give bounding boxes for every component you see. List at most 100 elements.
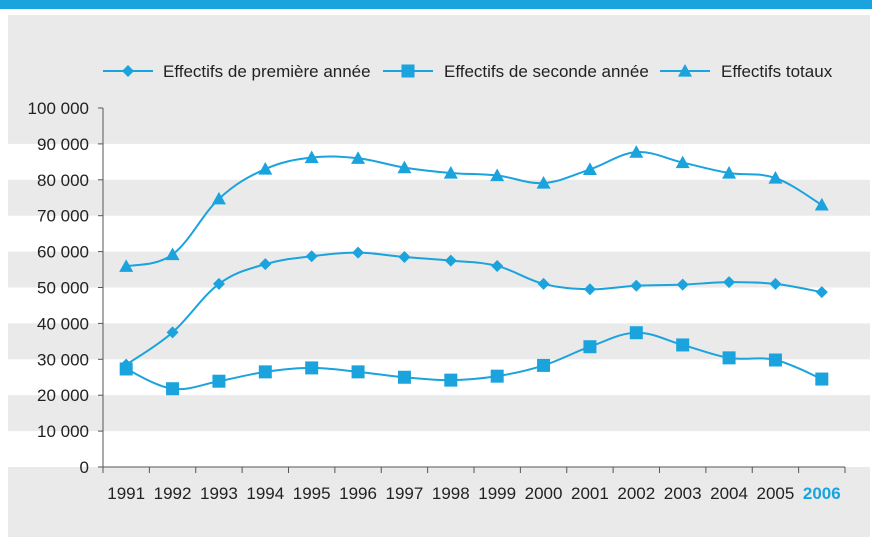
y-tick-label: 60 000 — [37, 243, 89, 262]
data-point-diamond — [630, 279, 643, 292]
data-point-triangle — [119, 259, 134, 272]
y-tick-label: 40 000 — [37, 314, 89, 333]
data-point-square — [119, 362, 133, 376]
data-point-triangle — [304, 150, 319, 164]
data-point-square — [815, 372, 829, 386]
grid-band — [8, 287, 870, 324]
grid-band — [8, 215, 870, 252]
series-square — [119, 326, 829, 396]
data-point-diamond — [212, 277, 225, 290]
data-point-diamond — [815, 286, 828, 299]
data-point-diamond — [769, 277, 782, 290]
y-tick-label: 30 000 — [37, 350, 89, 369]
data-point-diamond — [444, 254, 457, 267]
series-line — [125, 151, 823, 268]
x-tick-label: 1997 — [386, 484, 424, 503]
accent-top-bar — [0, 0, 872, 9]
legend-item: Effectifs de seconde année — [383, 62, 649, 81]
x-tick-label: 1995 — [293, 484, 331, 503]
series-lines — [119, 145, 829, 396]
data-point-diamond — [259, 258, 272, 271]
data-point-triangle — [490, 168, 505, 182]
data-point-diamond — [305, 250, 318, 263]
legend-item: Effectifs totaux — [660, 62, 833, 81]
legend-marker-triangle — [678, 64, 692, 77]
data-point-square — [212, 374, 226, 388]
x-tick-label: 2002 — [617, 484, 655, 503]
data-point-diamond — [537, 277, 550, 290]
legend-item: Effectifs de première année — [103, 62, 371, 81]
data-point-diamond — [352, 246, 365, 259]
x-tick-labels: 1991 1992 1993 1994 1995 1996 1997 1998 1999 2000… — [107, 484, 840, 503]
y-tick-label: 90 000 — [37, 135, 89, 154]
data-point-triangle — [629, 145, 644, 158]
data-point-square — [629, 326, 643, 340]
x-tick-label: 2005 — [757, 484, 795, 503]
data-point-diamond — [583, 283, 596, 296]
x-tick-label: 1996 — [339, 484, 377, 503]
data-point-square — [258, 365, 272, 379]
grid-band — [8, 359, 870, 396]
x-tick-label: 1994 — [246, 484, 284, 503]
data-point-square — [305, 361, 319, 375]
y-tick-label: 100 000 — [28, 99, 89, 118]
y-tick-label: 80 000 — [37, 171, 89, 190]
data-point-diamond — [491, 259, 504, 272]
data-point-diamond — [676, 278, 689, 291]
legend-label: Effectifs totaux — [721, 62, 833, 81]
data-point-square — [537, 358, 551, 372]
grid-band — [8, 431, 870, 467]
data-point-triangle — [814, 197, 829, 211]
y-tick-label: 50 000 — [37, 279, 89, 298]
data-point-triangle — [397, 160, 412, 174]
y-tick-label: 70 000 — [37, 207, 89, 226]
data-point-square — [490, 369, 504, 383]
data-point-square — [397, 370, 411, 384]
data-point-triangle — [165, 247, 180, 261]
legend-marker-square — [401, 64, 415, 78]
data-point-square — [583, 340, 597, 354]
series-triangle — [119, 145, 829, 272]
x-tick-label: 2006 — [803, 484, 841, 503]
y-tick-label: 20 000 — [37, 386, 89, 405]
x-tick-label: 1991 — [107, 484, 145, 503]
data-point-triangle — [211, 191, 226, 205]
x-tick-label: 1992 — [154, 484, 192, 503]
data-point-square — [166, 382, 180, 396]
y-tick-labels: 0 10 000 20 000 30 000 40 000 50 000 60 000 70 … — [28, 99, 89, 477]
data-point-diamond — [166, 326, 179, 339]
y-tick-label: 10 000 — [37, 422, 89, 441]
data-point-square — [768, 353, 782, 367]
data-point-triangle — [768, 171, 783, 184]
x-tick-label: 1998 — [432, 484, 470, 503]
legend-label: Effectifs de seconde année — [444, 62, 649, 81]
axes — [98, 107, 846, 473]
data-point-square — [722, 351, 736, 365]
data-point-square — [676, 338, 690, 352]
legend-marker-diamond — [122, 65, 134, 77]
x-tick-label: 2003 — [664, 484, 702, 503]
x-tick-label: 2001 — [571, 484, 609, 503]
data-point-triangle — [675, 155, 690, 169]
data-point-square — [444, 373, 458, 387]
data-point-triangle — [258, 162, 273, 175]
data-point-triangle — [536, 176, 551, 189]
x-tick-label: 1993 — [200, 484, 238, 503]
x-tick-label: 2004 — [710, 484, 748, 503]
x-tick-label: 2000 — [525, 484, 563, 503]
data-point-square — [351, 365, 365, 379]
data-point-diamond — [723, 276, 736, 289]
data-point-triangle — [722, 165, 737, 179]
series-line — [125, 331, 823, 391]
y-tick-label: 0 — [80, 458, 89, 477]
x-tick-label: 1999 — [478, 484, 516, 503]
series-diamond — [120, 246, 828, 371]
grid-bands — [8, 143, 870, 467]
legend: Effectifs de première année Effectifs de … — [103, 62, 833, 81]
data-point-triangle — [443, 165, 458, 179]
data-point-triangle — [582, 162, 597, 175]
legend-label: Effectifs de première année — [163, 62, 371, 81]
series-line — [125, 251, 822, 366]
